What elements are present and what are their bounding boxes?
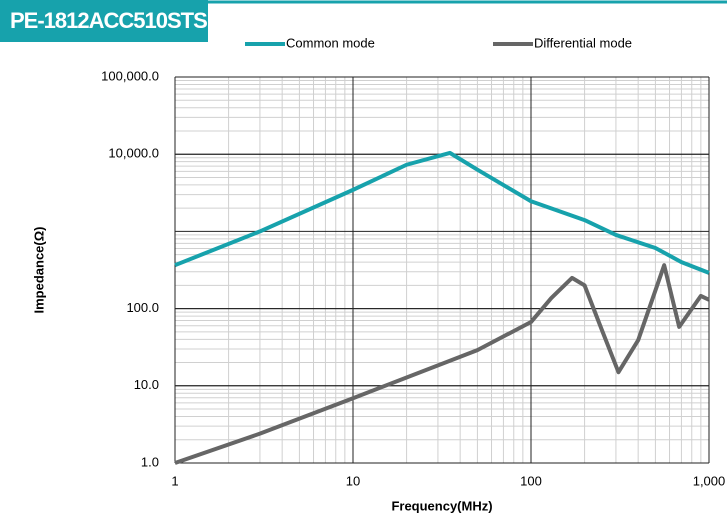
x-tick-label: 1: [171, 473, 178, 488]
x-tick-label: 1,000: [693, 473, 726, 488]
title-box: [0, 0, 208, 42]
y-axis-label: Impedance(Ω): [31, 227, 46, 314]
series-line: [174, 263, 710, 465]
x-axis-label: Frequency(MHz): [391, 498, 492, 513]
x-tick-label: 100: [520, 473, 542, 488]
series-line: [174, 150, 710, 275]
legend-label: Differential mode: [534, 35, 632, 50]
legend-label: Common mode: [286, 35, 375, 50]
chart-title: PE-1812ACC510STS: [10, 8, 207, 33]
y-tick-label: 1.0: [141, 454, 159, 469]
y-tick-label: 10,000.0: [108, 146, 159, 161]
y-tick-label: 10.0: [134, 377, 159, 392]
x-tick-label: 10: [346, 473, 360, 488]
y-tick-label: 100,000.0: [101, 68, 159, 83]
y-tick-label: 100.0: [126, 300, 159, 315]
